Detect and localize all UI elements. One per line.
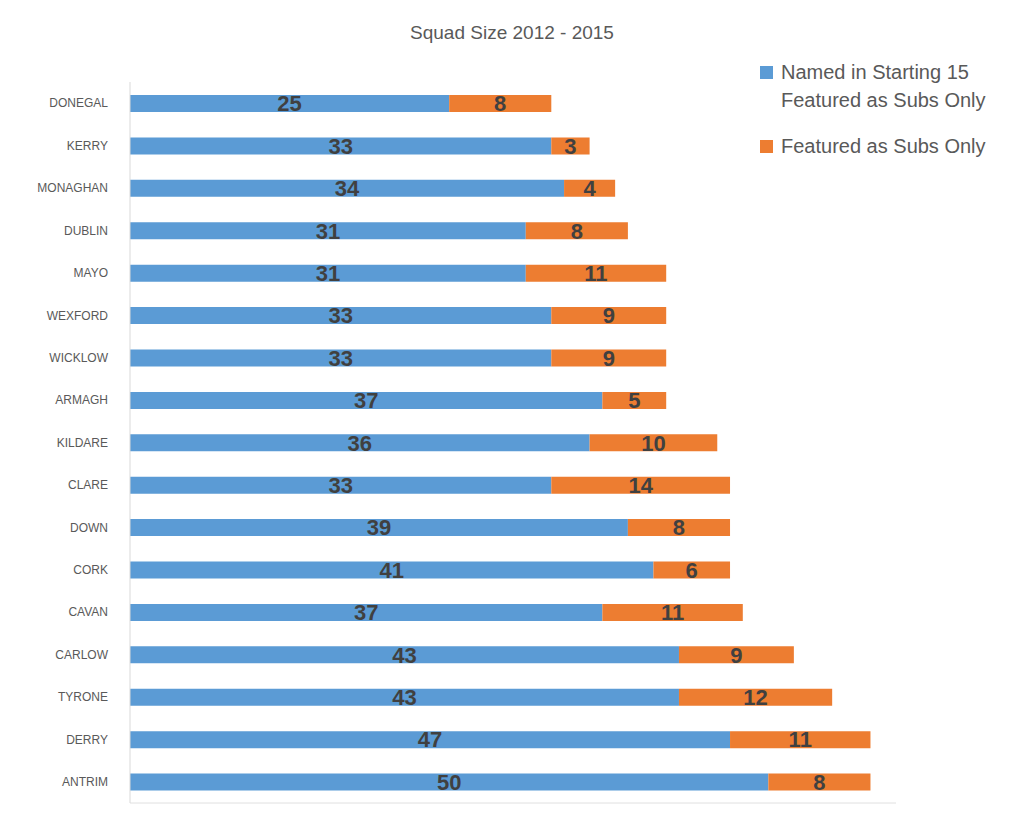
svg-text:MONAGHAN: MONAGHAN bbox=[37, 181, 108, 195]
svg-text:39: 39 bbox=[367, 515, 391, 540]
svg-text:KERRY: KERRY bbox=[67, 139, 108, 153]
html-text:Named in Starting 15 Featured: Named in Starting 15 Featured as Subs On… bbox=[781, 61, 986, 111]
svg-text:8: 8 bbox=[813, 770, 825, 795]
svg-text:37: 37 bbox=[354, 600, 378, 625]
svg-text:DONEGAL: DONEGAL bbox=[49, 96, 108, 110]
svg-text:11: 11 bbox=[584, 261, 607, 286]
svg-text:37: 37 bbox=[354, 388, 378, 413]
svg-text:33: 33 bbox=[328, 473, 352, 498]
svg-text:5: 5 bbox=[628, 388, 640, 413]
svg-text:CORK: CORK bbox=[73, 563, 108, 577]
svg-text:10: 10 bbox=[641, 431, 665, 456]
svg-text:34: 34 bbox=[335, 176, 360, 201]
svg-text:8: 8 bbox=[673, 515, 685, 540]
svg-text:ARMAGH: ARMAGH bbox=[55, 393, 108, 407]
svg-text:TYRONE: TYRONE bbox=[58, 690, 108, 704]
svg-text:50: 50 bbox=[437, 770, 461, 795]
svg-text:KILDARE: KILDARE bbox=[57, 436, 108, 450]
svg-text:DUBLIN: DUBLIN bbox=[64, 224, 108, 238]
svg-text:11: 11 bbox=[789, 727, 812, 752]
svg-text:14: 14 bbox=[628, 473, 653, 498]
svg-text:33: 33 bbox=[328, 346, 352, 371]
svg-text:33: 33 bbox=[328, 134, 352, 159]
svg-text:9: 9 bbox=[730, 643, 742, 668]
svg-text:DERRY: DERRY bbox=[66, 733, 108, 747]
svg-text:6: 6 bbox=[686, 558, 698, 583]
svg-text:3: 3 bbox=[564, 134, 576, 159]
svg-text:11: 11 bbox=[661, 600, 684, 625]
svg-text:31: 31 bbox=[316, 219, 340, 244]
svg-text:MAYO: MAYO bbox=[74, 266, 108, 280]
svg-text:CLARE: CLARE bbox=[68, 478, 108, 492]
svg-text:41: 41 bbox=[379, 558, 403, 583]
svg-text:9: 9 bbox=[603, 303, 615, 328]
svg-text:9: 9 bbox=[603, 346, 615, 371]
svg-text:25: 25 bbox=[277, 91, 301, 116]
html-text:Featured as Subs Only: Featured as Subs Only bbox=[781, 135, 986, 157]
svg-text:43: 43 bbox=[392, 643, 416, 668]
html-text:Squad Size 2012 - 2015: Squad Size 2012 - 2015 bbox=[410, 22, 614, 43]
svg-text:36: 36 bbox=[348, 431, 372, 456]
svg-text:12: 12 bbox=[743, 685, 767, 710]
svg-text:8: 8 bbox=[571, 219, 583, 244]
svg-text:ANTRIM: ANTRIM bbox=[62, 775, 108, 789]
svg-text:WEXFORD: WEXFORD bbox=[47, 309, 109, 323]
svg-text:8: 8 bbox=[494, 91, 506, 116]
svg-text:WICKLOW: WICKLOW bbox=[49, 351, 108, 365]
svg-text:43: 43 bbox=[392, 685, 416, 710]
svg-text:DOWN: DOWN bbox=[70, 521, 108, 535]
svg-text:33: 33 bbox=[328, 303, 352, 328]
svg-text:CAVAN: CAVAN bbox=[68, 605, 108, 619]
svg-text:4: 4 bbox=[583, 176, 596, 201]
svg-text:31: 31 bbox=[316, 261, 340, 286]
svg-text:47: 47 bbox=[418, 727, 442, 752]
svg-text:CARLOW: CARLOW bbox=[55, 648, 108, 662]
